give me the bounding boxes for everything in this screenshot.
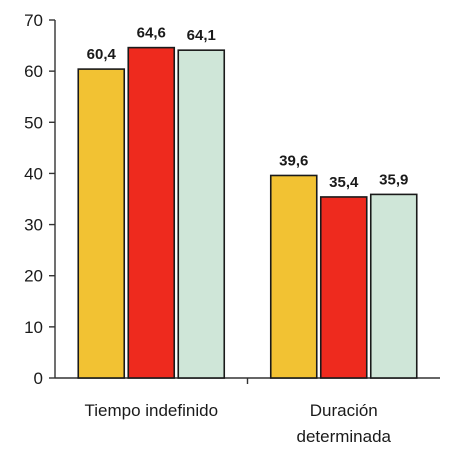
- label-layer: 0 10 20 30 40 50 60 70 60,4 64,6 64,1 Tiempo indefi…: [24, 11, 408, 446]
- bar: [269, 174, 318, 379]
- data-label: 35,4: [329, 174, 359, 191]
- bar: [127, 46, 176, 379]
- data-label: 35,9: [379, 171, 408, 188]
- bar: [177, 49, 226, 379]
- category-label: determinada: [296, 427, 391, 446]
- y-tick-label: 30: [24, 216, 43, 235]
- category-label: Duración: [310, 401, 378, 420]
- y-tick-label: 70: [24, 11, 43, 30]
- data-label: 60,4: [87, 46, 117, 63]
- category-label: Tiempo indefinido: [84, 401, 218, 420]
- bar: [77, 68, 126, 379]
- data-label: 39,6: [279, 152, 308, 169]
- y-tick-label: 50: [24, 113, 43, 132]
- bar: [319, 196, 368, 379]
- y-tick-label: 40: [24, 164, 43, 183]
- data-label: 64,1: [187, 27, 216, 44]
- y-tick-label: 10: [24, 318, 43, 337]
- data-label: 64,6: [137, 25, 166, 42]
- bar-layer: [77, 46, 418, 379]
- y-tick-label: 20: [24, 267, 43, 286]
- y-tick-label: 0: [34, 369, 43, 388]
- bar: [369, 193, 418, 379]
- y-tick-label: 60: [24, 62, 43, 81]
